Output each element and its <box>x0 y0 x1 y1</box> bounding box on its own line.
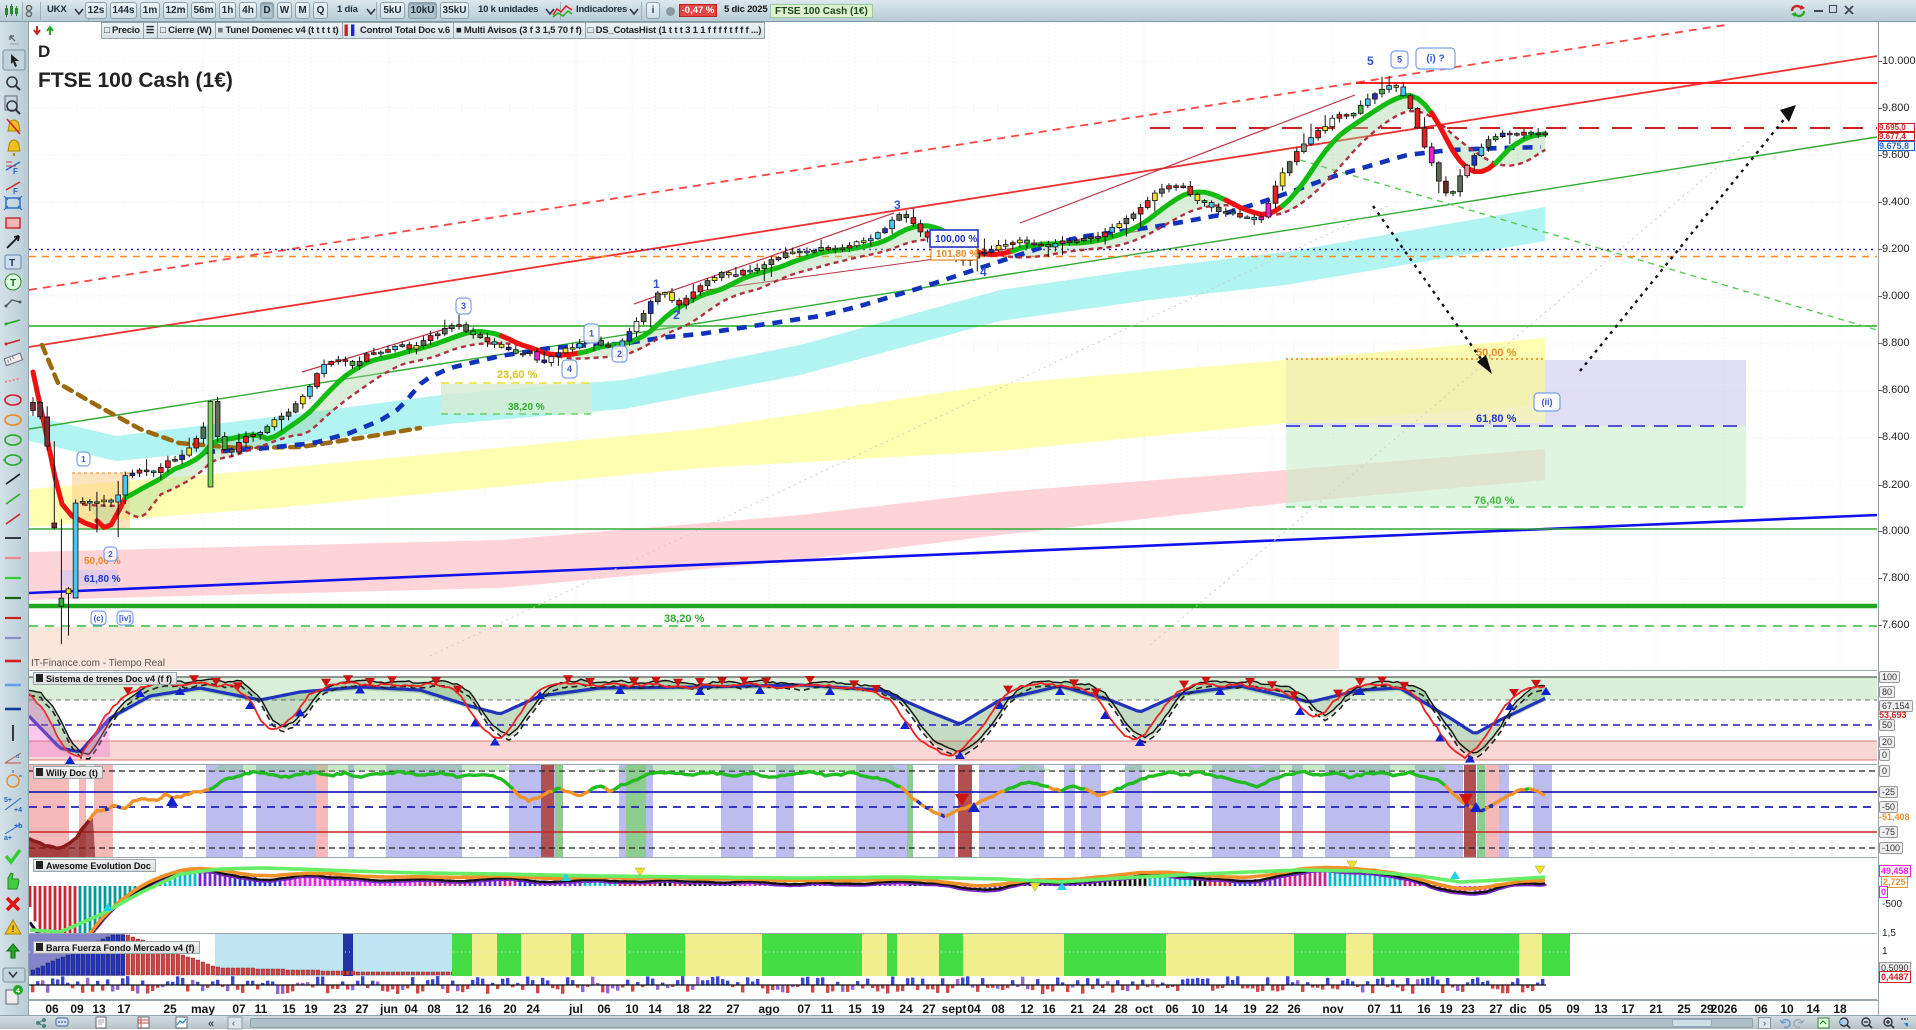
svg-text:α: α <box>16 754 20 760</box>
svg-text:1: 1 <box>589 329 594 339</box>
svg-text:4: 4 <box>16 988 20 995</box>
svg-text:101,80 %: 101,80 % <box>936 249 978 260</box>
svg-text:2: 2 <box>108 550 113 559</box>
svg-text:(ii): (ii) <box>1542 397 1553 407</box>
svg-text:IT-Finance.com - Tiempo Real: IT-Finance.com - Tiempo Real <box>31 658 165 669</box>
svg-text:5: 5 <box>1367 54 1374 68</box>
svg-text:1: 1 <box>653 277 660 291</box>
svg-text:4: 4 <box>567 364 572 374</box>
svg-text:!: ! <box>12 924 15 934</box>
svg-text:3: 3 <box>894 198 901 212</box>
svg-text:2: 2 <box>673 308 680 322</box>
svg-text:‹: ‹ <box>232 1018 235 1028</box>
svg-text:a+: a+ <box>4 835 12 842</box>
svg-text:[iv]: [iv] <box>119 614 131 623</box>
svg-text:4: 4 <box>980 265 987 279</box>
svg-text:76,40 %: 76,40 % <box>1474 495 1515 507</box>
svg-text:«: « <box>208 1018 214 1030</box>
svg-text:D: D <box>38 42 50 61</box>
svg-text:61,80 %: 61,80 % <box>1476 413 1517 425</box>
svg-text:T: T <box>10 278 16 289</box>
svg-text:FTSE 100 Cash (1€): FTSE 100 Cash (1€) <box>38 69 233 92</box>
svg-text:(c): (c) <box>94 614 104 623</box>
svg-text:61,80 %: 61,80 % <box>84 574 121 585</box>
svg-text:5+: 5+ <box>4 797 12 804</box>
svg-text:+4: +4 <box>14 807 22 814</box>
svg-text:1: 1 <box>81 455 86 464</box>
svg-text:100,00 %: 100,00 % <box>935 234 977 245</box>
svg-text:38,20 %: 38,20 % <box>664 613 705 625</box>
svg-text:F: F <box>13 187 18 196</box>
svg-text:+b: +b <box>14 823 22 830</box>
svg-text:2: 2 <box>617 349 622 359</box>
svg-text:F: F <box>13 167 18 176</box>
svg-text:5: 5 <box>1397 55 1402 65</box>
svg-text:50,00 %: 50,00 % <box>1476 347 1517 359</box>
svg-text:50,00 %: 50,00 % <box>84 556 121 567</box>
svg-text:(i) ?: (i) ? <box>1426 54 1444 65</box>
svg-text:T: T <box>9 258 15 269</box>
svg-text:3: 3 <box>461 301 466 311</box>
svg-text:23,60 %: 23,60 % <box>497 369 538 381</box>
svg-text:38,20 %: 38,20 % <box>508 402 545 413</box>
